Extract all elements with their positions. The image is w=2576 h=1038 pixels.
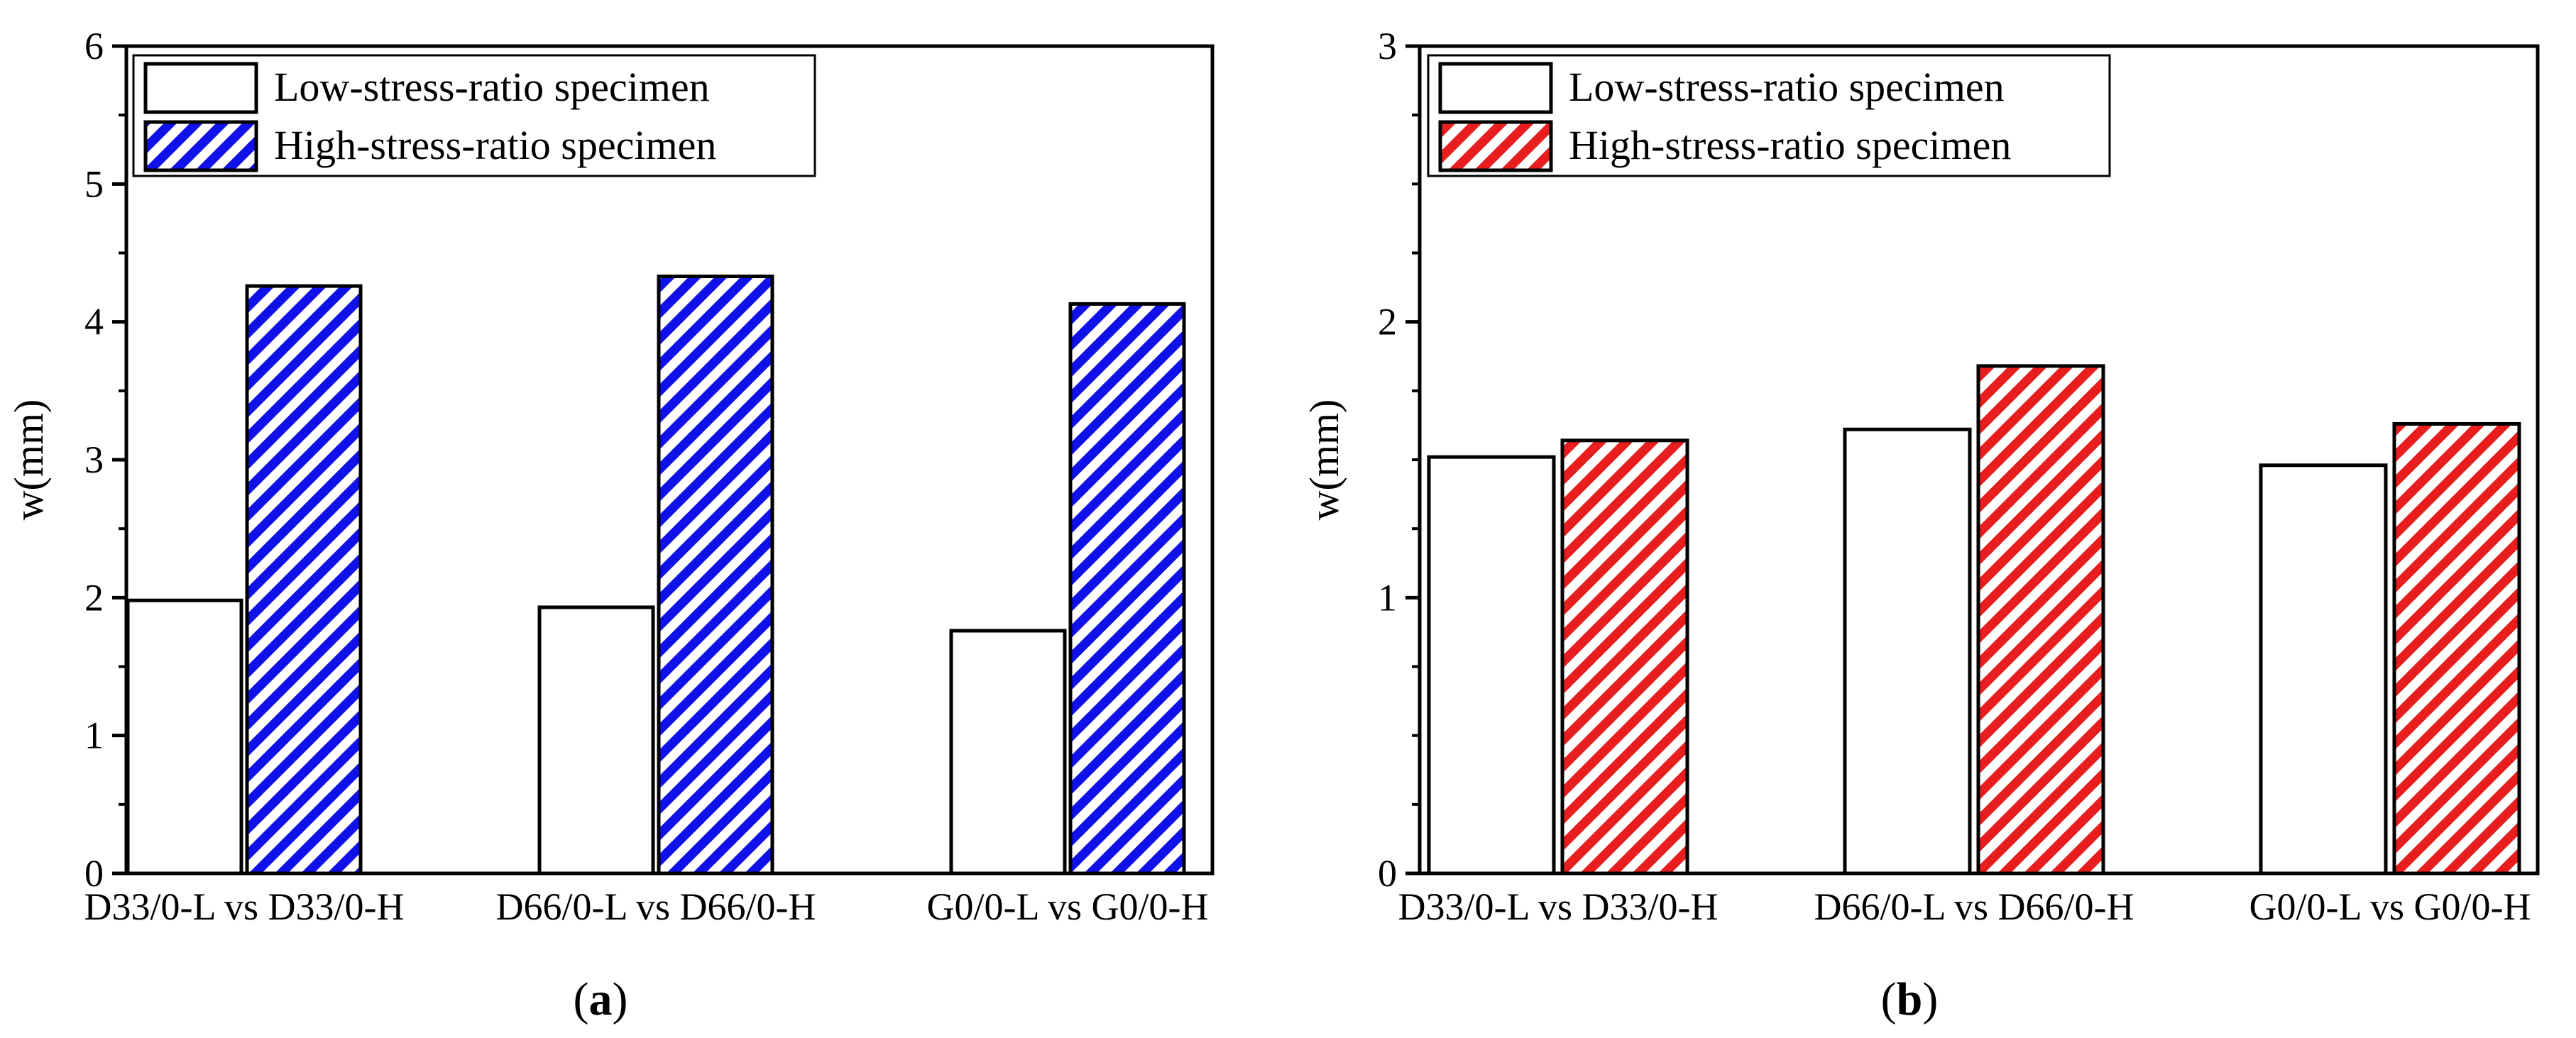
panel-label-close: ): [1922, 973, 1938, 1025]
category-label: G0/0-L vs G0/0-H: [2249, 885, 2531, 928]
category-label: G0/0-L vs G0/0-H: [927, 885, 1209, 928]
y-tick-label: 0: [1378, 852, 1397, 895]
y-tick-label: 6: [84, 25, 104, 67]
category-label: D66/0-L vs D66/0-H: [496, 885, 816, 928]
panel-label: (b): [1881, 973, 1939, 1025]
y-tick-label: 0: [84, 852, 104, 895]
y-tick-label: 2: [1378, 301, 1397, 343]
y-tick-label: 3: [84, 438, 104, 481]
y-tick-label: 1: [1378, 576, 1397, 619]
bar-low-1: [1427, 455, 1556, 876]
legend-swatch-high: [143, 120, 258, 172]
panel-label-letter: a: [589, 973, 613, 1025]
y-tick-label: 5: [84, 162, 104, 205]
legend-label: Low-stress-ratio specimen: [1569, 64, 2005, 110]
bar-high-1: [1560, 438, 1689, 876]
category-label: D33/0-L vs D33/0-H: [84, 885, 405, 928]
panel-label: (a): [574, 973, 628, 1025]
bar-low-2: [537, 605, 655, 876]
bar-low-3: [2259, 463, 2388, 876]
legend-label: High-stress-ratio specimen: [274, 122, 716, 168]
y-axis-title: w(mm): [6, 399, 52, 521]
bar-low-1: [126, 598, 243, 876]
chart-panel-a: D33/0-L vs D33/0-H D66/0-L vs D66/0-H G0/0…: [6, 25, 1215, 1025]
chart-panel-b: D33/0-L vs D33/0-H D66/0-L vs D66/0-H G0/0…: [1301, 25, 2540, 1025]
category-label: D66/0-L vs D66/0-H: [1814, 885, 2134, 928]
panel-label-letter: b: [1897, 973, 1923, 1025]
y-tick-label: 2: [84, 576, 104, 619]
panel-label-open: (: [574, 973, 589, 1025]
panel-label-open: (: [1881, 973, 1897, 1025]
bar-low-3: [949, 629, 1067, 876]
bar-high-3: [2392, 421, 2521, 876]
bar-high-3: [1068, 302, 1186, 876]
y-tick-label: 4: [84, 301, 104, 343]
legend-swatch-high: [1438, 120, 1553, 172]
legend-label: Low-stress-ratio specimen: [274, 64, 710, 110]
bar-low-2: [1843, 427, 1972, 876]
bar-high-2: [1976, 364, 2105, 876]
y-axis-title: w(mm): [1301, 399, 1347, 521]
bar-high-2: [657, 275, 774, 876]
legend-swatch-low: [143, 62, 258, 114]
legend-label: High-stress-ratio specimen: [1569, 122, 2011, 168]
y-tick-label: 1: [84, 714, 104, 757]
category-label: D33/0-L vs D33/0-H: [1398, 885, 1719, 928]
y-tick-label: 3: [1378, 25, 1397, 67]
legend-swatch-low: [1438, 62, 1553, 114]
panel-label-close: ): [613, 973, 628, 1025]
bar-high-1: [245, 284, 363, 876]
